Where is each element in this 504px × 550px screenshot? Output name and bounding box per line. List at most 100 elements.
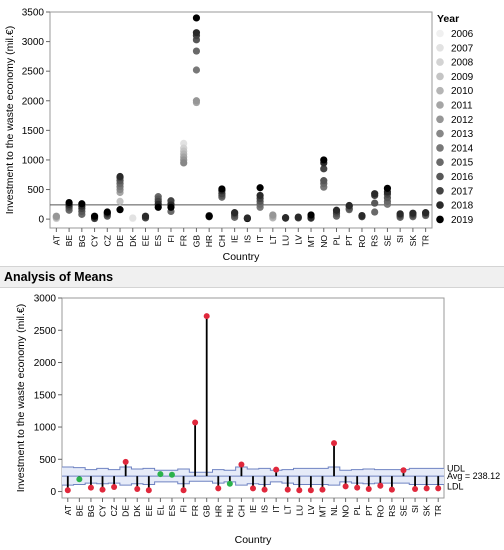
- chart2-x-tick-label: PT: [364, 505, 374, 516]
- data-point: [65, 198, 73, 207]
- data-point: [422, 209, 430, 217]
- data-point: [371, 199, 379, 207]
- year-legend: 2006 2007 2008 2009 2010 2011 2012 2013 2014 2015…: [436, 29, 474, 226]
- data-point: [116, 172, 124, 181]
- data-point: [192, 14, 201, 22]
- data-point: [167, 203, 175, 211]
- chart2-x-tick-label: RO: [375, 505, 385, 518]
- chart1-x-tick-label: FR: [179, 235, 189, 246]
- mean-point: [250, 485, 256, 492]
- chart2-x-tick-label: CY: [98, 505, 108, 517]
- mean-point: [354, 484, 361, 491]
- data-point: [231, 209, 239, 217]
- data-point: [256, 184, 264, 192]
- analysis-of-means-title: Analysis of Means: [4, 270, 114, 284]
- chart2-y-tick-label: 3000: [34, 294, 57, 305]
- data-point: [90, 212, 99, 220]
- chart1-x-tick-label: BG: [77, 235, 87, 247]
- chart2-y-tick-label: 1000: [34, 423, 57, 434]
- mean-point: [261, 486, 268, 493]
- legend-item-label: 2007: [451, 43, 474, 54]
- chart2-x-tick-label: LV: [306, 505, 316, 515]
- chart2-x-tick-label: EL: [155, 505, 165, 516]
- mean-point: [342, 483, 349, 490]
- chart2-x-tick-label: CZ: [109, 505, 119, 516]
- chart2-x-tick-label: ES: [167, 505, 177, 517]
- chart1-x-tick-label: SK: [408, 235, 418, 247]
- chart1-y-tick-label: 2500: [22, 67, 45, 78]
- chart1-x-tick-label: LV: [293, 235, 303, 245]
- mean-point: [435, 485, 442, 492]
- chart1-x-tick-label: FI: [166, 235, 176, 243]
- data-point: [320, 165, 328, 173]
- chart2-x-tick-label: HU: [225, 505, 235, 517]
- chart2-y-axis: 0 500 1000 1500 2000 2500 3000: [34, 294, 62, 498]
- chart1-x-tick-label: RO: [357, 235, 367, 248]
- data-point: [294, 213, 302, 221]
- data-point: [141, 212, 150, 220]
- mean-point: [273, 466, 280, 473]
- legend-marker: [436, 215, 444, 224]
- chart1-y-label: Investment to the waste economy (mil.€): [4, 26, 16, 215]
- mean-point: [99, 486, 106, 493]
- legend-item-label: 2013: [451, 129, 474, 140]
- chart2-x-tick-label: MT: [317, 505, 327, 517]
- chart1-x-tick-label: NO: [319, 235, 329, 248]
- chart1-y-tick-label: 0: [38, 215, 44, 226]
- data-point: [269, 211, 277, 219]
- chart1-x-tick-label: GB: [191, 235, 201, 248]
- legend-item-label: 2016: [451, 172, 474, 183]
- mean-point: [157, 471, 164, 478]
- mean-point: [238, 461, 245, 468]
- analysis-of-means-header[interactable]: Analysis of Means: [0, 266, 504, 288]
- data-point: [103, 208, 111, 216]
- avg-label: Avg = 238.12: [447, 471, 500, 481]
- chart1-x-tick-label: MT: [306, 235, 316, 247]
- chart1-x-tick-label: PT: [344, 235, 354, 246]
- data-point: [154, 203, 162, 211]
- chart2-x-tick-label: LT: [283, 505, 293, 514]
- legend-marker: [436, 72, 444, 81]
- chart2-x-tick-label: CH: [236, 505, 246, 517]
- data-point: [192, 29, 201, 37]
- chart1-y-axis: 0 500 1000 1500 2000 2500 3000 3500: [22, 8, 50, 226]
- legend-marker: [436, 172, 444, 181]
- data-point: [345, 201, 353, 210]
- legend-marker: [436, 129, 444, 138]
- chart2-x-tick-label: RS: [387, 505, 397, 517]
- chart1-x-label: Country: [223, 251, 261, 263]
- data-point: [205, 212, 213, 220]
- chart2-x-tick-label: SE: [398, 505, 408, 517]
- mean-point: [400, 467, 407, 474]
- legend-item-label: 2019: [451, 215, 474, 226]
- mean-point: [122, 458, 129, 465]
- chart2-x-tick-label: HR: [213, 505, 223, 517]
- data-point: [281, 214, 290, 222]
- legend-item-label: 2009: [451, 72, 474, 83]
- chart2-y-tick-label: 2000: [34, 358, 57, 369]
- chart2-x-tick-label: BG: [86, 505, 96, 517]
- chart2-x-tick-label: PL: [352, 505, 362, 516]
- legend-item-label: 2014: [451, 143, 474, 154]
- data-point: [192, 66, 201, 74]
- data-point: [320, 156, 328, 164]
- chart1-x-tick-label: EE: [141, 235, 151, 247]
- chart1-plot-area: [49, 11, 433, 229]
- legend-marker: [436, 44, 444, 52]
- legend-marker: [436, 158, 444, 166]
- chart1-x-tick-label: AT: [51, 235, 61, 245]
- data-point: [320, 177, 328, 185]
- chart1-x-tick-label: BE: [64, 235, 74, 247]
- chart1-y-tick-label: 500: [27, 185, 44, 196]
- chart2-x-tick-label: NO: [341, 505, 351, 518]
- chart2-x-tick-label: DE: [121, 505, 131, 517]
- chart1-x-tick-label: RS: [370, 235, 380, 247]
- data-point: [409, 209, 417, 217]
- legend-marker: [436, 29, 444, 38]
- legend-marker: [436, 201, 444, 209]
- chart2-x-axis: AT BE BG CY CZ DE DK EE EL ES FI FR GB HR HU CH IE IS IT LT…: [63, 498, 443, 518]
- chart2-x-tick-label: IT: [271, 505, 281, 513]
- data-point: [332, 206, 341, 214]
